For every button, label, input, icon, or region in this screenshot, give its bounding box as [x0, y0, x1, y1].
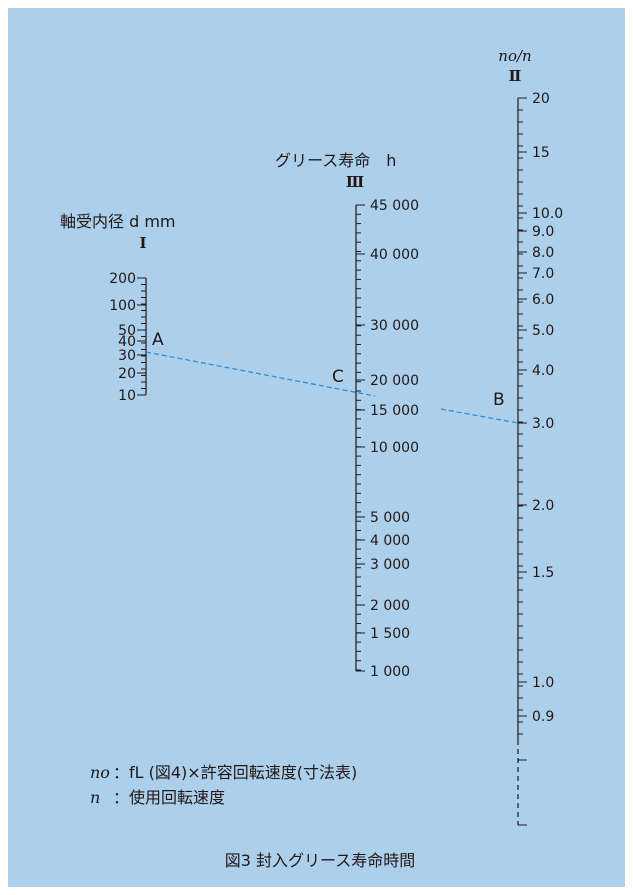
point-a-label: A — [152, 330, 164, 350]
speed-tick-label: 15 — [532, 145, 550, 161]
speed-tick-label: 2.0 — [532, 498, 554, 514]
figure-panel: 軸受内径 d mm Ⅰ 200 100 50 40 30 20 10 グリース寿命 h Ⅲ … — [8, 8, 625, 887]
legend-text-no: ：fL (図4)×許容回転速度(寸法表) — [113, 763, 357, 782]
speed-tick-label: 5.0 — [532, 323, 554, 339]
bore-tick-label: 100 — [109, 298, 136, 314]
speed-tick-label: 1.0 — [532, 675, 554, 691]
legend-text-n: ：使用回転速度 — [113, 788, 225, 807]
point-c-label: C — [332, 367, 344, 387]
grease-tick-label: 2 000 — [370, 598, 410, 614]
point-b-label: B — [493, 390, 505, 410]
speed-tick-label: 4.0 — [532, 363, 554, 379]
bore-scale-numeral: Ⅰ — [139, 234, 146, 252]
grease-tick-label: 1 500 — [370, 626, 410, 642]
grease-tick-label: 3 000 — [370, 557, 410, 573]
grease-tick-label: 45 000 — [370, 198, 419, 214]
grease-tick-label: 1 000 — [370, 664, 410, 680]
grease-tick-label: 4 000 — [370, 533, 410, 549]
speed-tick-label: 1.5 — [532, 565, 554, 581]
speed-tick-label: 0.9 — [532, 709, 554, 725]
bore-tick-label: 200 — [109, 271, 136, 287]
bore-tick-label: 30 — [118, 348, 136, 364]
speed-tick-label: 9.0 — [532, 224, 554, 240]
speed-tick-label: 7.0 — [532, 266, 554, 282]
bore-tick-label: 10 — [118, 388, 136, 404]
speed-tick-label: 6.0 — [532, 292, 554, 308]
speed-scale-title: no/n — [498, 47, 531, 65]
speed-tick-label: 10.0 — [532, 206, 563, 222]
speed-tick-label: 8.0 — [532, 245, 554, 261]
grease-tick-label: 20 000 — [370, 373, 419, 389]
speed-scale-numeral: Ⅱ — [509, 67, 522, 85]
bore-scale-title: 軸受内径 d mm — [60, 212, 176, 231]
figure-caption: 図3 封入グリース寿命時間 — [225, 851, 415, 870]
speed-tick-label: 3.0 — [532, 416, 554, 432]
grease-tick-label: 30 000 — [370, 318, 419, 334]
grease-scale-title: グリース寿命 h — [275, 151, 396, 170]
speed-tick-label: 20 — [532, 91, 550, 107]
legend-symbol-n: n — [90, 788, 100, 807]
grease-scale-numeral: Ⅲ — [346, 173, 364, 191]
grease-tick-label: 15 000 — [370, 403, 419, 419]
legend-symbol-no: no — [90, 763, 110, 782]
bore-tick-label: 20 — [118, 366, 136, 382]
grease-tick-label: 40 000 — [370, 247, 419, 263]
example-line-cb — [441, 409, 518, 423]
grease-tick-label: 10 000 — [370, 440, 419, 456]
grease-tick-label: 5 000 — [370, 510, 410, 526]
